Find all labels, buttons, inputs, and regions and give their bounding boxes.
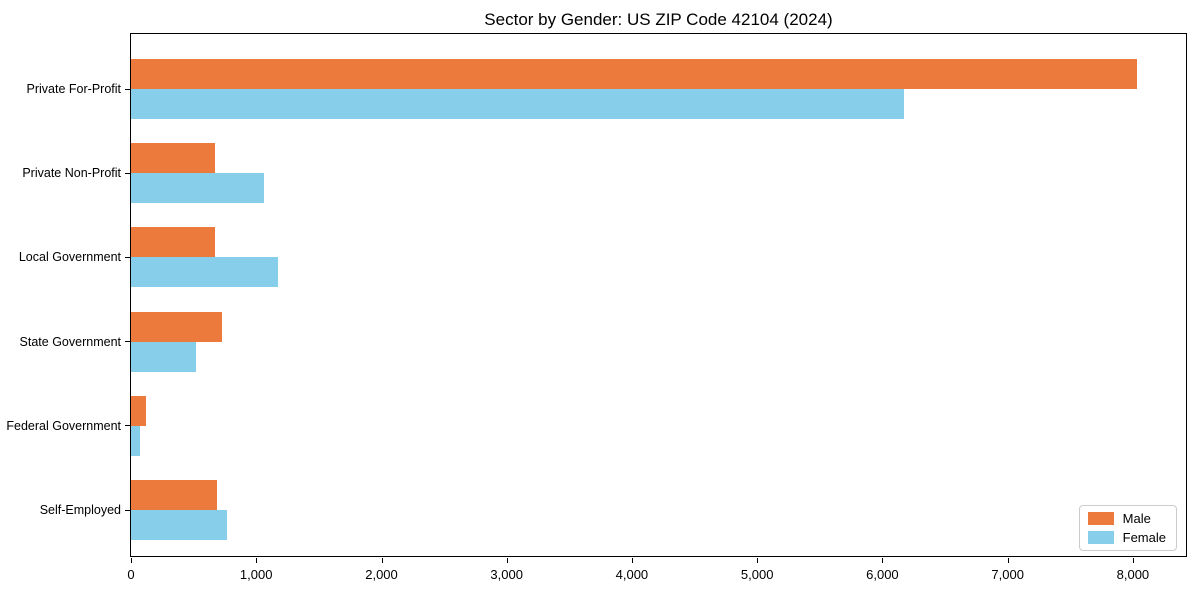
- legend-entry-female: Female: [1087, 530, 1166, 545]
- y-axis-tick-private-for-profit: [125, 88, 130, 90]
- y-axis-tick-state-government: [125, 341, 130, 343]
- x-axis-tick-4000: [631, 558, 633, 563]
- x-axis-tick-1000: [256, 558, 258, 563]
- legend-entry-male: Male: [1087, 511, 1166, 526]
- bar-male-federal-government: [131, 395, 146, 426]
- y-axis-category-label-private-non-profit: Private Non-Profit: [22, 166, 121, 181]
- x-axis-tick-7000: [1007, 558, 1009, 563]
- x-axis-tick-label-7000: 7,000: [991, 567, 1024, 582]
- y-axis-tick-federal-government: [125, 425, 130, 427]
- legend-swatch-female: [1087, 531, 1114, 544]
- y-axis-category-label-self-employed: Self-Employed: [39, 503, 121, 517]
- y-axis-tick-private-non-profit: [125, 172, 130, 174]
- x-axis-tick-label-2000: 2,000: [365, 567, 398, 582]
- bar-male-local-government: [131, 227, 215, 258]
- x-axis-tick-label-0: 0: [127, 567, 135, 582]
- legend-swatch-male: [1087, 512, 1114, 525]
- chart-title: Sector by Gender: US ZIP Code 42104 (202…: [484, 10, 833, 29]
- y-axis-category-label-local-government: Local Government: [18, 250, 121, 265]
- legend-label-male: Male: [1122, 511, 1151, 526]
- x-axis-tick-5000: [757, 558, 759, 563]
- y-axis-tick-local-government: [125, 256, 130, 258]
- bar-female-private-for-profit: [131, 89, 904, 119]
- x-axis-tick-0: [131, 558, 132, 563]
- bar-female-local-government: [131, 257, 278, 288]
- y-axis-category-label-private-for-profit: Private For-Profit: [26, 82, 121, 96]
- bar-male-private-for-profit: [131, 59, 1137, 89]
- x-axis-tick-label-8000: 8,000: [1116, 567, 1150, 582]
- x-axis-tick-8000: [1132, 558, 1134, 563]
- x-axis-tick-label-4000: 4,000: [615, 567, 649, 582]
- x-axis-tick-6000: [882, 558, 884, 563]
- y-axis-category-label-state-government: State Government: [19, 334, 121, 349]
- plot-area: Private For-Profit Private Non-Profit Loca…: [6, 33, 1187, 582]
- bar-male-self-employed: [131, 480, 218, 510]
- bar-female-federal-government: [131, 425, 140, 456]
- bar-female-private-non-profit: [131, 173, 264, 204]
- y-axis-category-label-federal-government: Federal Government: [6, 418, 121, 433]
- x-axis-tick-label-6000: 6,000: [866, 567, 899, 582]
- legend-label-female: Female: [1122, 530, 1166, 545]
- x-axis-tick-3000: [506, 558, 508, 563]
- x-axis-tick-label-1000: 1,000: [239, 567, 273, 582]
- bar-female-self-employed: [131, 510, 228, 540]
- legend: Male Female: [1078, 505, 1177, 551]
- x-axis-tick-label-5000: 5,000: [740, 567, 774, 582]
- x-axis-tick-2000: [381, 558, 383, 563]
- y-axis-tick-self-employed: [125, 509, 130, 511]
- bar-male-state-government: [131, 311, 223, 342]
- bar-female-state-government: [131, 341, 197, 372]
- x-axis-tick-label-3000: 3,000: [490, 567, 523, 582]
- bar-male-private-non-profit: [131, 143, 215, 174]
